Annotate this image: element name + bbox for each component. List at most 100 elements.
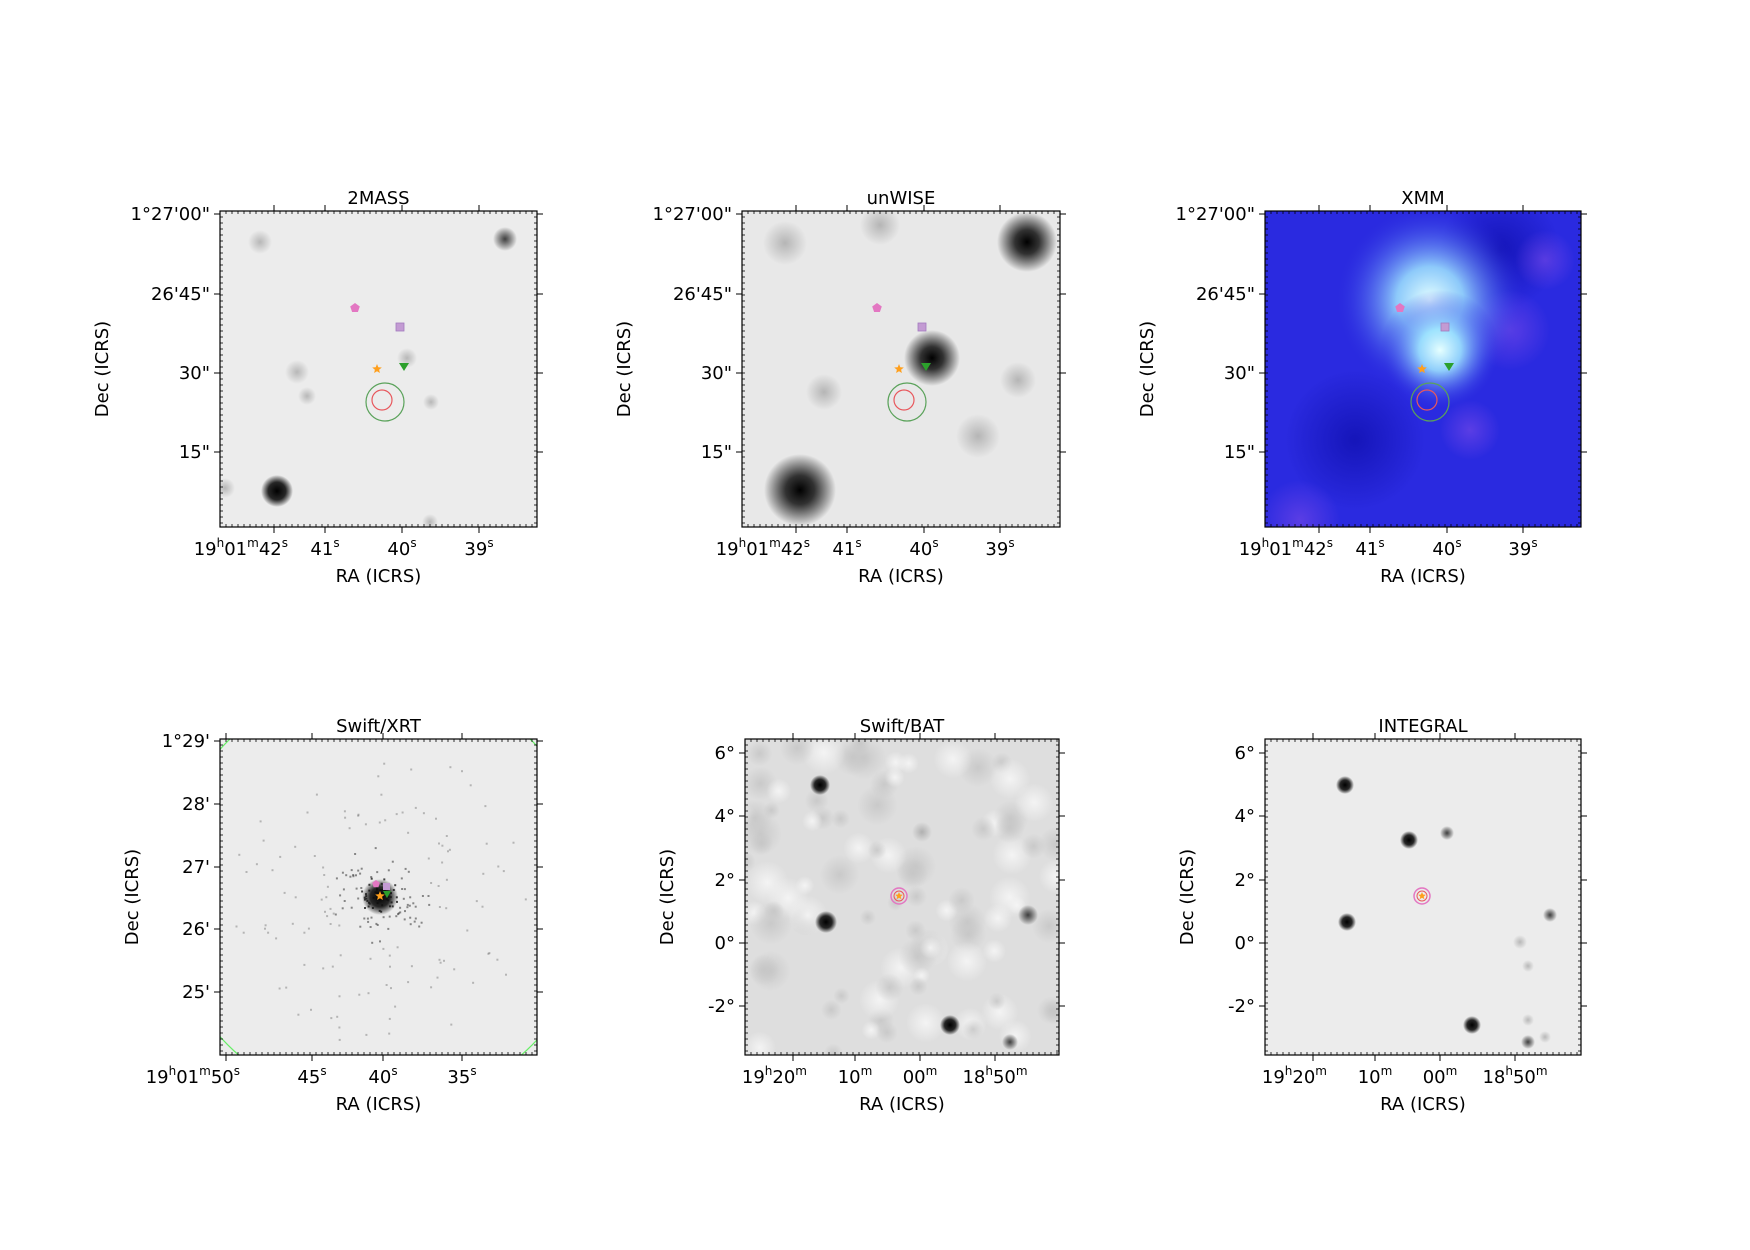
photon xyxy=(497,865,500,868)
noise-blob xyxy=(933,739,973,779)
x-axis-label: RA (ICRS) xyxy=(1380,1094,1466,1115)
photon xyxy=(355,887,358,890)
photon xyxy=(445,835,448,837)
photon xyxy=(388,1017,391,1020)
photon xyxy=(303,931,306,934)
photon xyxy=(278,987,281,990)
photon xyxy=(469,784,472,787)
noise-blob xyxy=(909,977,928,996)
photon xyxy=(341,871,344,874)
source-blob xyxy=(956,414,1000,458)
source-blob xyxy=(815,911,837,933)
photon xyxy=(358,993,361,996)
x-axis-label: RA (ICRS) xyxy=(336,566,422,587)
photon xyxy=(310,1008,312,1011)
panel-frame xyxy=(1264,738,1582,1056)
photon xyxy=(410,768,413,771)
photon xyxy=(394,884,397,887)
panel-title: XMM xyxy=(1401,188,1444,209)
photon xyxy=(387,927,390,930)
y-tick-label: 15" xyxy=(1224,442,1255,463)
noise-blob xyxy=(749,902,793,945)
photon xyxy=(324,910,326,913)
photon xyxy=(437,885,440,887)
photon xyxy=(255,863,258,866)
photon xyxy=(364,823,367,826)
photon xyxy=(291,922,294,925)
x-axis-label: RA (ICRS) xyxy=(858,566,944,587)
photon xyxy=(376,924,379,926)
source-blob xyxy=(806,374,842,410)
photon xyxy=(294,845,297,848)
large-circle-marker xyxy=(365,382,405,422)
photon xyxy=(336,1015,339,1018)
star-marker xyxy=(894,364,904,373)
panel-title: 2MASS xyxy=(347,188,409,209)
source-blob xyxy=(1400,831,1418,849)
noise-blob xyxy=(857,785,898,826)
photon xyxy=(363,917,366,920)
photon xyxy=(379,940,381,943)
photon xyxy=(512,841,515,844)
source-blob xyxy=(1002,1034,1018,1050)
photon xyxy=(339,894,342,897)
photon xyxy=(488,952,491,955)
source-blob xyxy=(261,475,293,507)
photon xyxy=(397,913,399,916)
panel-unwise: unWISE 19h​01m​42s​ 41s​ 40s​ 39s​ 1°27'00" 26… xyxy=(614,188,1066,587)
noise-blob xyxy=(795,876,815,895)
photon xyxy=(334,913,337,916)
photon xyxy=(407,870,410,873)
square-marker xyxy=(917,322,927,332)
photon xyxy=(403,888,406,891)
panel-frame xyxy=(219,210,538,528)
panel-image xyxy=(1265,211,1581,527)
photon xyxy=(371,941,374,944)
y-tick-label: 6° xyxy=(715,743,735,764)
photon xyxy=(385,984,388,986)
noise-blob xyxy=(905,885,927,908)
noise-blob xyxy=(748,954,780,986)
photon xyxy=(349,875,352,878)
photon xyxy=(259,820,262,823)
photon xyxy=(343,900,346,902)
small-circle-marker xyxy=(1416,389,1438,411)
photon xyxy=(408,904,411,907)
noise-blob xyxy=(994,812,1025,844)
photon xyxy=(315,793,318,796)
photon xyxy=(439,961,442,964)
large-circle-marker xyxy=(1410,382,1450,422)
photon xyxy=(264,927,266,930)
x-tick-label: 41s​ xyxy=(832,536,861,560)
triangle-marker xyxy=(921,363,931,371)
photon xyxy=(401,888,404,890)
panel-swift-xrt: Swift/XRT 19h​01m​50s​ 45s​ 40s​ 35s​ 1°29' 28… xyxy=(122,716,543,1115)
photon xyxy=(436,976,439,979)
y-tick-label: 30" xyxy=(701,363,732,384)
photon xyxy=(400,877,403,880)
photon xyxy=(407,981,410,984)
y-tick-label: 0° xyxy=(715,933,735,954)
photon xyxy=(475,900,478,903)
noise-blob xyxy=(989,758,1031,800)
noise-blob xyxy=(1036,996,1059,1025)
source-blob xyxy=(1539,1031,1551,1043)
photon xyxy=(438,906,441,908)
y-axis-label: Dec (ICRS) xyxy=(1177,849,1198,945)
photon xyxy=(484,805,487,808)
noise-blob xyxy=(780,739,815,766)
x-tick-label: 40s​ xyxy=(387,536,416,560)
source-blob xyxy=(810,775,830,795)
y-tick-label: 4° xyxy=(1235,806,1255,827)
photon xyxy=(382,916,385,919)
y-tick-label: 15" xyxy=(701,442,732,463)
x-tick-label: 40s​ xyxy=(1432,536,1461,560)
noise-blob xyxy=(833,987,850,1005)
source-blob xyxy=(1522,1014,1534,1026)
y-tick-label: 1°27'00" xyxy=(131,204,211,225)
source-blob xyxy=(1380,290,1500,410)
photon xyxy=(374,847,377,850)
photon xyxy=(409,916,412,919)
photon xyxy=(338,1026,341,1029)
photon xyxy=(502,870,505,873)
